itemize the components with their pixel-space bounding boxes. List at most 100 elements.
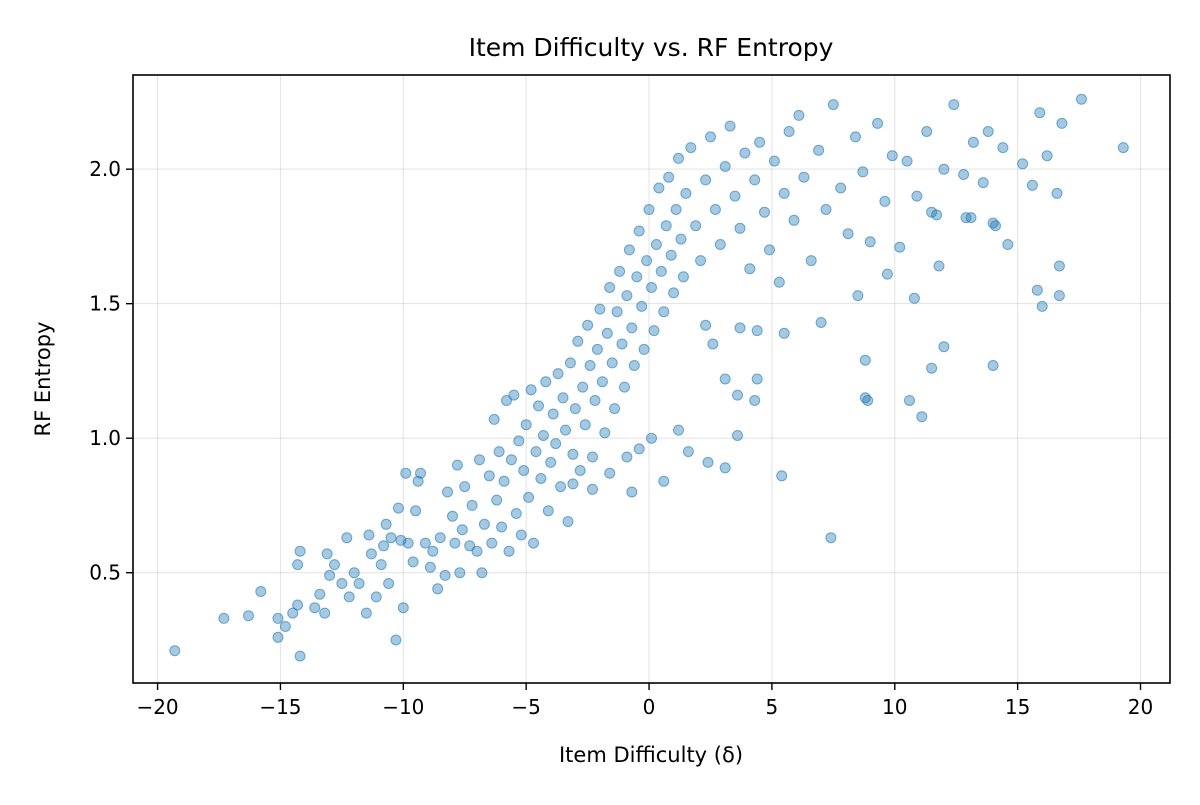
data-point	[631, 271, 643, 283]
data-point	[503, 545, 515, 557]
data-point	[601, 327, 613, 339]
data-point	[574, 465, 586, 476]
data-point	[820, 204, 832, 215]
data-point	[279, 621, 291, 632]
data-point	[343, 591, 355, 603]
data-point	[542, 505, 554, 517]
data-point	[798, 171, 810, 183]
data-point	[360, 607, 372, 619]
data-point	[960, 212, 972, 224]
data-point	[702, 456, 714, 468]
data-point	[825, 532, 837, 544]
data-point	[908, 292, 920, 304]
data-point	[427, 545, 439, 557]
data-point	[523, 491, 535, 503]
data-point	[407, 556, 419, 568]
data-point	[292, 599, 304, 611]
data-point	[370, 591, 382, 603]
data-point	[628, 360, 640, 371]
data-point	[400, 467, 412, 479]
data-point	[827, 99, 839, 111]
data-point	[587, 451, 598, 463]
x-tick-label: 5	[766, 695, 779, 719]
data-point	[169, 645, 181, 657]
data-point	[768, 155, 780, 167]
data-point	[751, 373, 763, 385]
data-point	[412, 475, 424, 487]
x-tick-label: 0	[643, 695, 656, 719]
data-point	[776, 470, 788, 482]
data-point	[493, 446, 505, 458]
data-point	[272, 631, 284, 643]
data-point	[564, 357, 576, 369]
data-point	[591, 343, 603, 355]
data-point	[537, 430, 549, 441]
data-point	[709, 204, 721, 215]
data-point	[341, 532, 353, 544]
data-point	[805, 255, 817, 267]
data-point	[478, 518, 490, 530]
data-point	[464, 540, 476, 552]
data-point	[402, 537, 414, 549]
data-points	[169, 93, 1129, 662]
data-point	[749, 395, 761, 406]
data-point	[695, 255, 707, 267]
data-point	[864, 236, 876, 248]
x-tick-label: −20	[136, 695, 178, 719]
data-point	[813, 144, 825, 156]
data-point	[1053, 260, 1065, 272]
data-point	[958, 169, 970, 180]
y-tick-label: 1.0	[89, 426, 121, 450]
y-axis-label: RF Entropy	[31, 322, 55, 437]
data-point	[705, 131, 716, 143]
data-point	[626, 322, 638, 334]
data-point	[881, 268, 893, 280]
data-point	[749, 174, 761, 186]
data-point	[621, 290, 633, 302]
data-point	[665, 249, 677, 261]
data-point	[383, 578, 395, 589]
data-point	[557, 392, 569, 404]
data-point	[673, 152, 684, 164]
data-point	[938, 163, 950, 175]
data-point	[1053, 290, 1065, 302]
data-point	[967, 136, 979, 148]
data-point	[732, 430, 743, 441]
data-point	[700, 174, 712, 186]
data-point	[655, 265, 667, 277]
data-point	[690, 220, 702, 232]
data-point	[434, 532, 446, 544]
data-point	[931, 209, 943, 221]
data-point	[459, 481, 471, 493]
data-point	[1051, 187, 1063, 199]
data-point	[859, 354, 871, 366]
data-point	[292, 559, 304, 571]
data-point	[547, 408, 559, 420]
data-point	[483, 470, 495, 482]
data-point	[584, 360, 596, 371]
data-point	[1034, 107, 1046, 119]
data-point	[1076, 93, 1087, 105]
data-point	[850, 131, 861, 143]
data-point	[653, 182, 665, 194]
data-point	[933, 260, 945, 272]
data-point	[363, 529, 375, 541]
data-point	[982, 126, 994, 137]
data-point	[857, 166, 869, 178]
plot-frame	[132, 74, 1171, 684]
data-point	[729, 190, 741, 202]
data-point	[751, 325, 763, 337]
data-point	[734, 322, 746, 334]
data-point	[872, 117, 884, 129]
data-point	[646, 432, 657, 444]
data-point	[243, 610, 254, 622]
data-point	[525, 384, 537, 396]
data-point	[528, 537, 539, 549]
data-point	[1031, 284, 1043, 296]
data-point	[569, 403, 581, 415]
data-point	[604, 467, 616, 479]
data-point	[734, 222, 746, 234]
data-point	[577, 381, 589, 393]
data-point	[658, 306, 670, 318]
